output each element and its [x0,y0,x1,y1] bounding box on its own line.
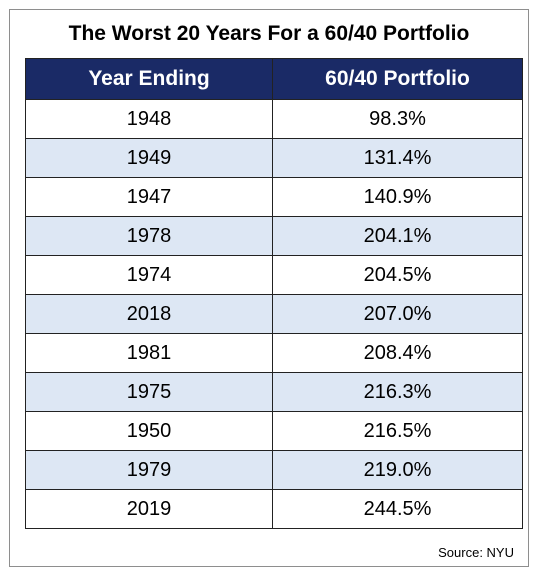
chart-title: The Worst 20 Years For a 60/40 Portfolio [68,22,470,45]
table-row: 2019 244.5% [25,489,523,529]
table-row: 1978 204.1% [25,216,523,256]
year-cell: 1979 [25,450,273,490]
year-cell: 1949 [25,138,273,178]
table-row: 1949 131.4% [25,138,523,178]
table-row: 1981 208.4% [25,333,523,373]
return-cell: 131.4% [272,138,523,178]
year-cell: 1947 [25,177,273,217]
header-row: Year Ending 60/40 Portfolio [25,58,523,100]
data-table: Year Ending 60/40 Portfolio 1948 98.3% 1… [25,58,523,529]
return-cell: 204.5% [272,255,523,295]
table-row: 1974 204.5% [25,255,523,295]
return-cell: 216.5% [272,411,523,451]
year-cell: 2018 [25,294,273,334]
column-header-portfolio: 60/40 Portfolio [272,58,523,100]
column-header-year-ending: Year Ending [25,58,273,100]
year-cell: 1948 [25,99,273,139]
source-note: Source: NYU [438,545,514,560]
table-row: 2018 207.0% [25,294,523,334]
return-cell: 204.1% [272,216,523,256]
return-cell: 208.4% [272,333,523,373]
return-cell: 140.9% [272,177,523,217]
return-cell: 219.0% [272,450,523,490]
year-cell: 1950 [25,411,273,451]
year-cell: 1981 [25,333,273,373]
table-row: 1947 140.9% [25,177,523,217]
return-cell: 216.3% [272,372,523,412]
year-cell: 2019 [25,489,273,529]
table-row: 1950 216.5% [25,411,523,451]
year-cell: 1978 [25,216,273,256]
table-row: 1948 98.3% [25,99,523,139]
year-cell: 1975 [25,372,273,412]
return-cell: 207.0% [272,294,523,334]
year-cell: 1974 [25,255,273,295]
return-cell: 98.3% [272,99,523,139]
return-cell: 244.5% [272,489,523,529]
table-row: 1975 216.3% [25,372,523,412]
table-row: 1979 219.0% [25,450,523,490]
